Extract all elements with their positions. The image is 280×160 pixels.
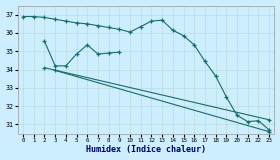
X-axis label: Humidex (Indice chaleur): Humidex (Indice chaleur) — [86, 145, 206, 154]
